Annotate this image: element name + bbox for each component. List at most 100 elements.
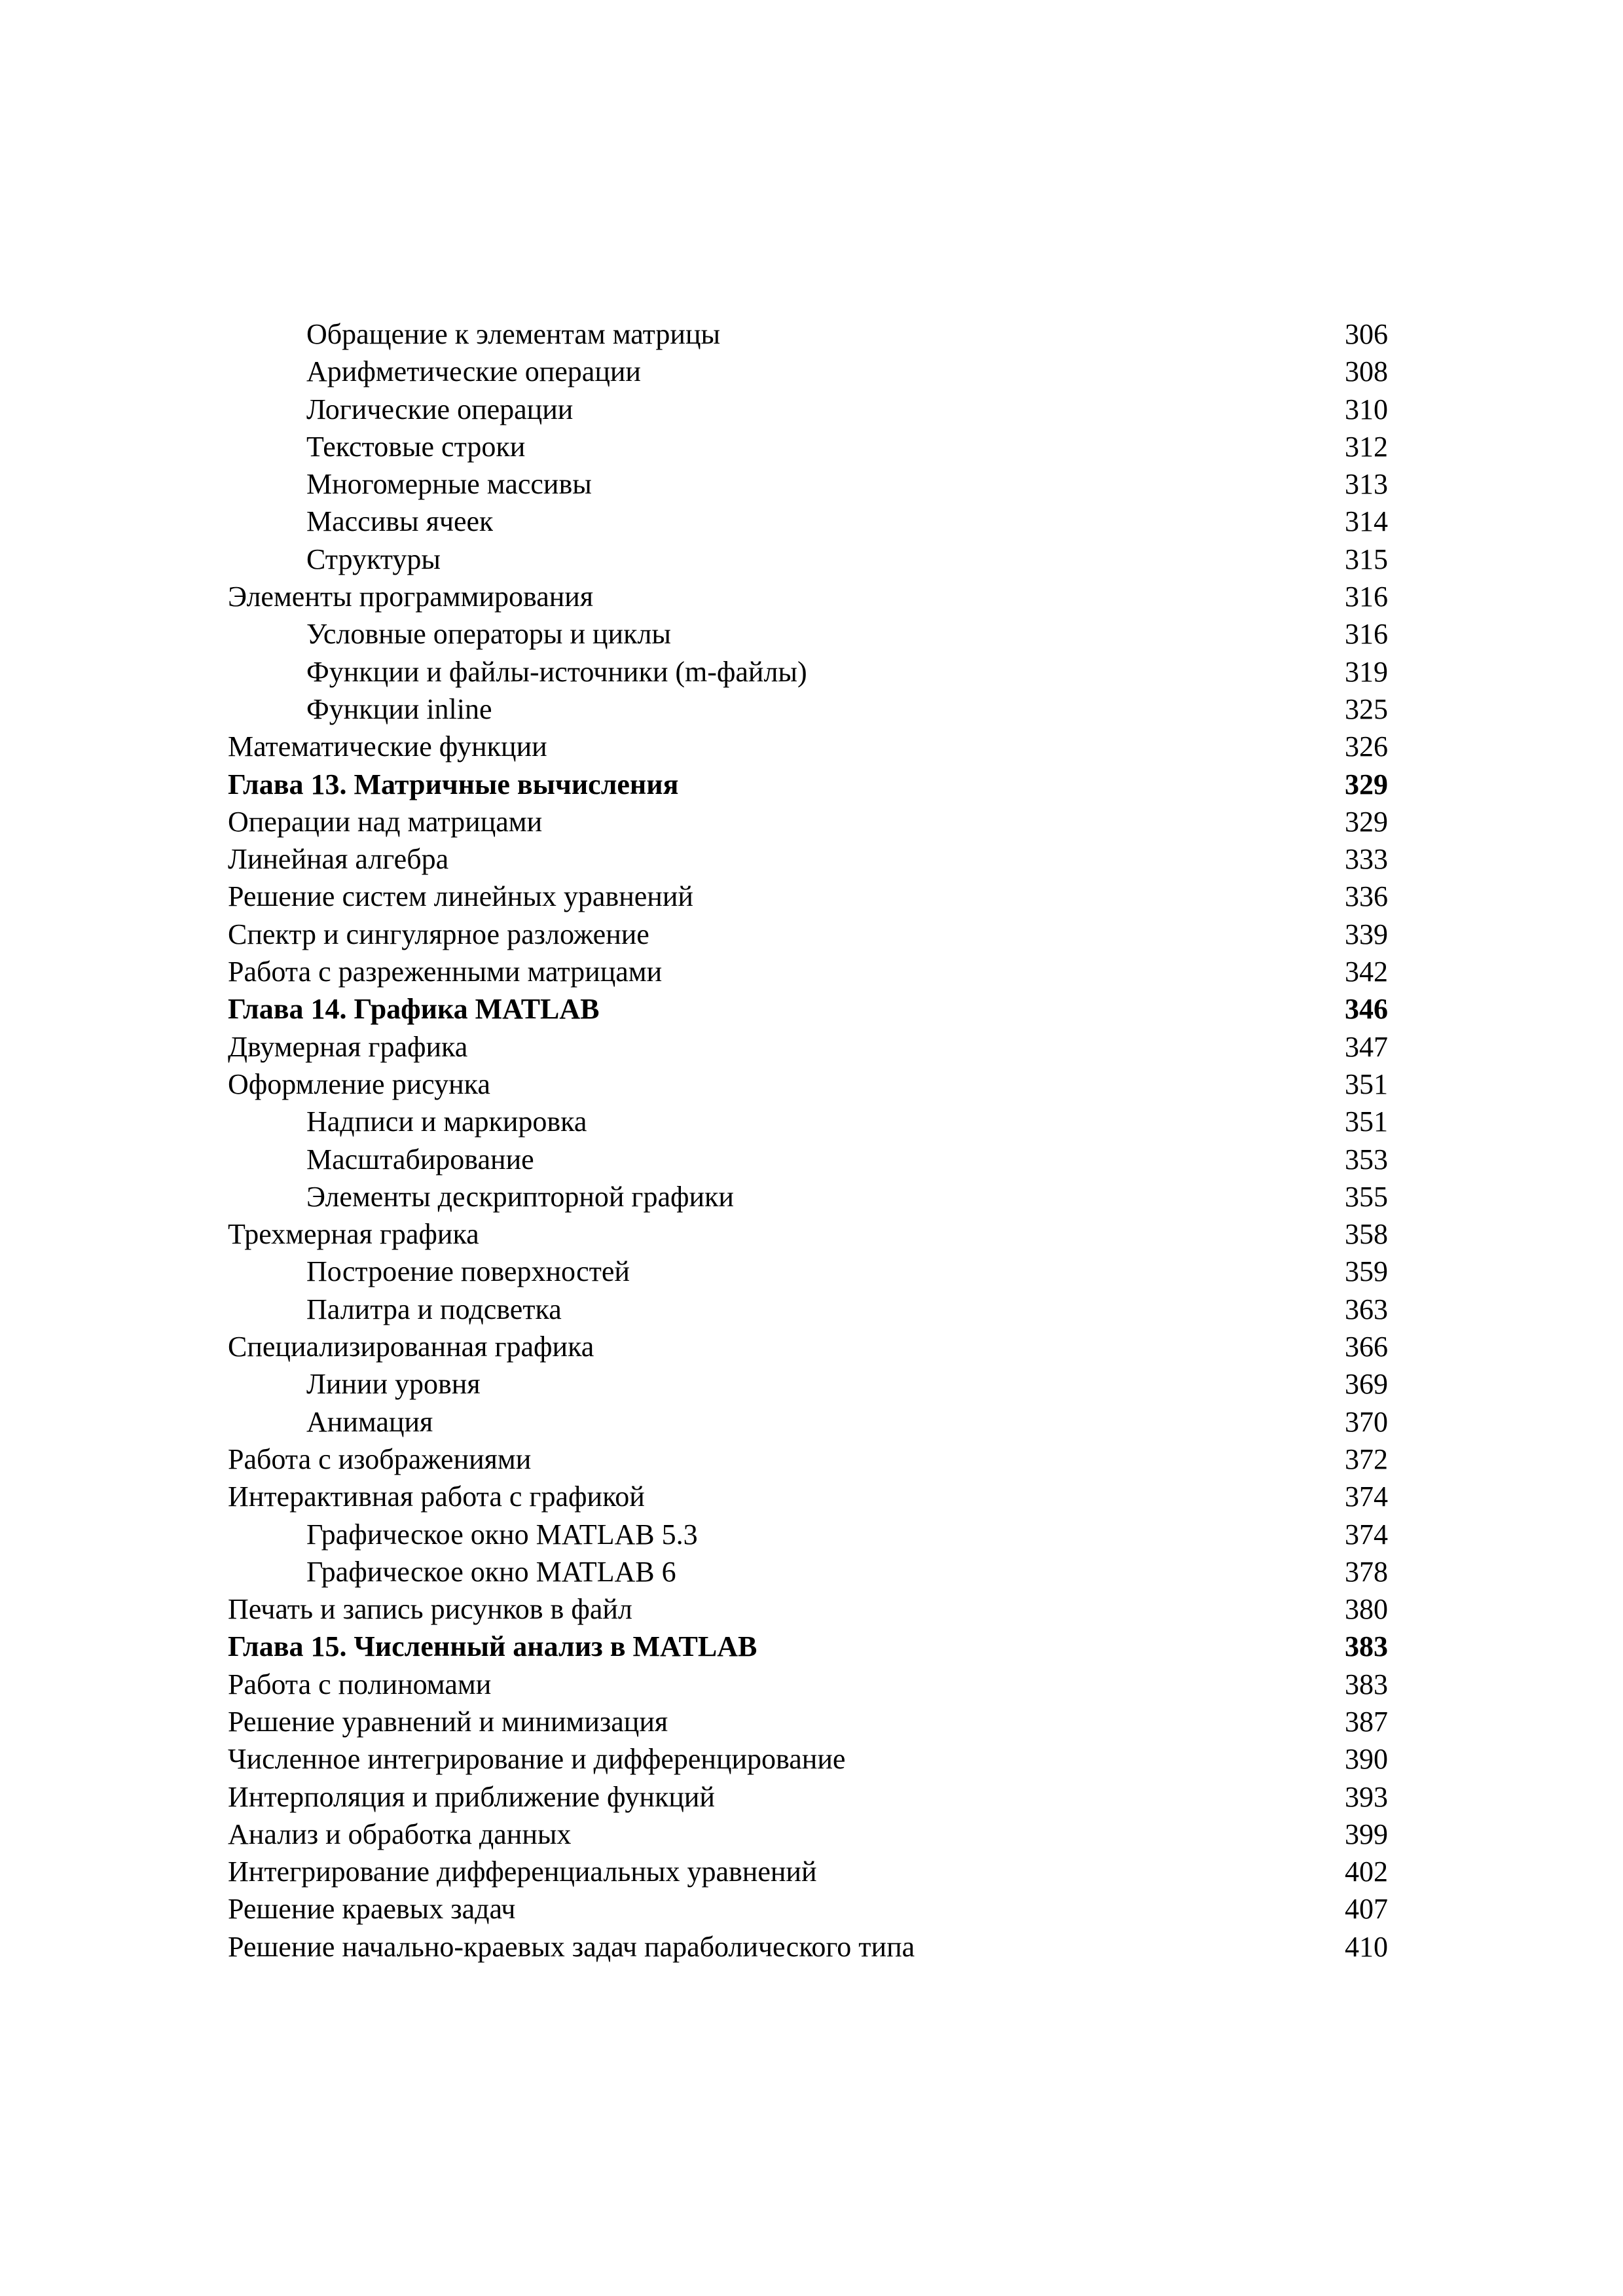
toc-entry-label: Специализированная графика xyxy=(228,1331,594,1363)
toc-entry-page-number: 325 xyxy=(1345,692,1388,725)
toc-entry-label: Структуры xyxy=(306,543,441,575)
toc-entry-page-number: 312 xyxy=(1345,430,1388,463)
toc-entry: Графическое окно MATLAB 5.3 374 xyxy=(228,1516,1388,1553)
toc-entry-label: Графическое окно MATLAB 5.3 xyxy=(306,1518,698,1551)
toc-entry-label: Спектр и сингулярное разложение xyxy=(228,918,649,950)
toc-entry-page-number: 308 xyxy=(1345,355,1388,388)
toc-entry-page-number: 314 xyxy=(1345,505,1388,538)
toc-entry-label: Надписи и маркировка xyxy=(306,1105,587,1138)
toc-entry-page-number: 306 xyxy=(1345,318,1388,350)
toc-entry: Палитра и подсветка 363 xyxy=(228,1291,1388,1328)
toc-entry: Обращение к элементам матрицы 306 xyxy=(228,315,1388,353)
toc-entry-page-number: 346 xyxy=(1345,993,1388,1026)
toc-entry: Многомерные массивы 313 xyxy=(228,465,1388,503)
toc-entry: Линейная алгебра 333 xyxy=(228,840,1388,878)
toc-entry-page-number: 383 xyxy=(1345,1630,1388,1663)
toc-entry-label: Математические функции xyxy=(228,730,547,763)
toc-entry-label: Условные операторы и циклы xyxy=(306,618,671,651)
toc-entry-page-number: 407 xyxy=(1345,1893,1388,1926)
toc-entry: Функции и файлы-источники (m-файлы) 319 xyxy=(228,653,1388,691)
toc-entry-page-number: 342 xyxy=(1345,956,1388,988)
toc-entry-page-number: 310 xyxy=(1345,393,1388,425)
toc-entry: Решение систем линейных уравнений 336 xyxy=(228,878,1388,915)
toc-entry: Глава 15. Численный анализ в MATLAB 383 xyxy=(228,1628,1388,1665)
toc-entry-page-number: 319 xyxy=(1345,655,1388,688)
toc-entry-label: Арифметические операции xyxy=(306,355,641,388)
toc-entry: Работа с изображениями 372 xyxy=(228,1441,1388,1478)
toc-entry-page-number: 374 xyxy=(1345,1518,1388,1551)
toc-entry-label: Логические операции xyxy=(306,393,574,425)
toc-entry-page-number: 363 xyxy=(1345,1293,1388,1325)
toc-entry-page-number: 369 xyxy=(1345,1368,1388,1401)
toc-entry: Решение начально-краевых задач параболич… xyxy=(228,1928,1388,1965)
toc-entry-page-number: 351 xyxy=(1345,1105,1388,1138)
table-of-contents: Обращение к элементам матрицы 306 Арифме… xyxy=(228,315,1388,1965)
toc-entry: Печать и запись рисунков в файл 380 xyxy=(228,1590,1388,1628)
toc-entry-page-number: 393 xyxy=(1345,1780,1388,1813)
toc-entry-page-number: 410 xyxy=(1345,1930,1388,1963)
toc-entry-page-number: 383 xyxy=(1345,1668,1388,1700)
toc-entry-page-number: 326 xyxy=(1345,730,1388,763)
toc-entry-label: Интегрирование дифференциальных уравнени… xyxy=(228,1856,817,1888)
toc-entry-label: Палитра и подсветка xyxy=(306,1293,562,1325)
toc-entry: Масштабирование 353 xyxy=(228,1141,1388,1178)
toc-entry-page-number: 359 xyxy=(1345,1255,1388,1288)
toc-entry-page-number: 370 xyxy=(1345,1405,1388,1438)
toc-entry-label: Многомерные массивы xyxy=(306,468,592,501)
toc-entry: Интегрирование дифференциальных уравнени… xyxy=(228,1853,1388,1890)
toc-entry: Трехмерная графика 358 xyxy=(228,1215,1388,1253)
toc-entry-label: Решение уравнений и минимизация xyxy=(228,1705,668,1738)
toc-entry: Арифметические операции 308 xyxy=(228,353,1388,390)
toc-entry-label: Глава 15. Численный анализ в MATLAB xyxy=(228,1630,757,1663)
toc-entry-page-number: 358 xyxy=(1345,1218,1388,1251)
toc-entry: Спектр и сингулярное разложение 339 xyxy=(228,916,1388,953)
toc-entry-page-number: 316 xyxy=(1345,618,1388,651)
toc-entry-label: Текстовые строки xyxy=(306,430,526,463)
toc-entry: Текстовые строки 312 xyxy=(228,428,1388,465)
toc-entry-page-number: 402 xyxy=(1345,1856,1388,1888)
toc-entry-label: Интерполяция и приближение функций xyxy=(228,1780,715,1813)
toc-entry-label: Масштабирование xyxy=(306,1143,534,1175)
toc-entry-label: Работа с полиномами xyxy=(228,1668,492,1700)
toc-entry: Оформление рисунка 351 xyxy=(228,1066,1388,1103)
toc-entry: Двумерная графика 347 xyxy=(228,1028,1388,1066)
toc-entry: Построение поверхностей 359 xyxy=(228,1253,1388,1290)
toc-entry-page-number: 316 xyxy=(1345,581,1388,613)
toc-entry-label: Трехмерная графика xyxy=(228,1218,479,1251)
toc-entry-page-number: 339 xyxy=(1345,918,1388,950)
toc-entry: Анализ и обработка данных 399 xyxy=(228,1816,1388,1853)
toc-entry: Надписи и маркировка 351 xyxy=(228,1103,1388,1140)
toc-entry: Функции inline 325 xyxy=(228,691,1388,728)
toc-entry-label: Решение краевых задач xyxy=(228,1893,516,1926)
toc-entry-label: Линейная алгебра xyxy=(228,843,449,876)
toc-entry-page-number: 355 xyxy=(1345,1180,1388,1213)
toc-entry-label: Работа с разреженными матрицами xyxy=(228,956,663,988)
toc-entry: Специализированная графика 366 xyxy=(228,1328,1388,1365)
toc-entry-page-number: 336 xyxy=(1345,880,1388,913)
toc-entry-page-number: 315 xyxy=(1345,543,1388,575)
toc-entry-page-number: 372 xyxy=(1345,1443,1388,1475)
toc-entry: Решение уравнений и минимизация 387 xyxy=(228,1703,1388,1740)
toc-entry: Графическое окно MATLAB 6 378 xyxy=(228,1553,1388,1590)
toc-entry-page-number: 353 xyxy=(1345,1143,1388,1175)
toc-entry-page-number: 380 xyxy=(1345,1593,1388,1626)
toc-entry-label: Обращение к элементам матрицы xyxy=(306,318,721,350)
toc-entry-label: Глава 13. Матричные вычисления xyxy=(228,768,679,800)
toc-entry-label: Массивы ячеек xyxy=(306,505,494,538)
toc-entry-label: Печать и запись рисунков в файл xyxy=(228,1593,632,1626)
toc-entry-page-number: 333 xyxy=(1345,843,1388,876)
toc-entry-label: Решение начально-краевых задач параболич… xyxy=(228,1930,915,1963)
toc-entry-label: Анализ и обработка данных xyxy=(228,1818,572,1850)
toc-entry: Глава 14. Графика MATLAB 346 xyxy=(228,990,1388,1028)
toc-entry: Численное интегрирование и дифференциров… xyxy=(228,1740,1388,1778)
toc-entry-page-number: 378 xyxy=(1345,1555,1388,1588)
toc-entry-page-number: 390 xyxy=(1345,1743,1388,1776)
toc-entry-label: Построение поверхностей xyxy=(306,1255,630,1288)
toc-entry: Структуры 315 xyxy=(228,541,1388,578)
toc-entry-page-number: 399 xyxy=(1345,1818,1388,1850)
toc-entry: Элементы программирования 316 xyxy=(228,578,1388,615)
toc-entry-page-number: 329 xyxy=(1345,768,1388,800)
toc-entry: Решение краевых задач 407 xyxy=(228,1890,1388,1928)
toc-entry-page-number: 366 xyxy=(1345,1331,1388,1363)
